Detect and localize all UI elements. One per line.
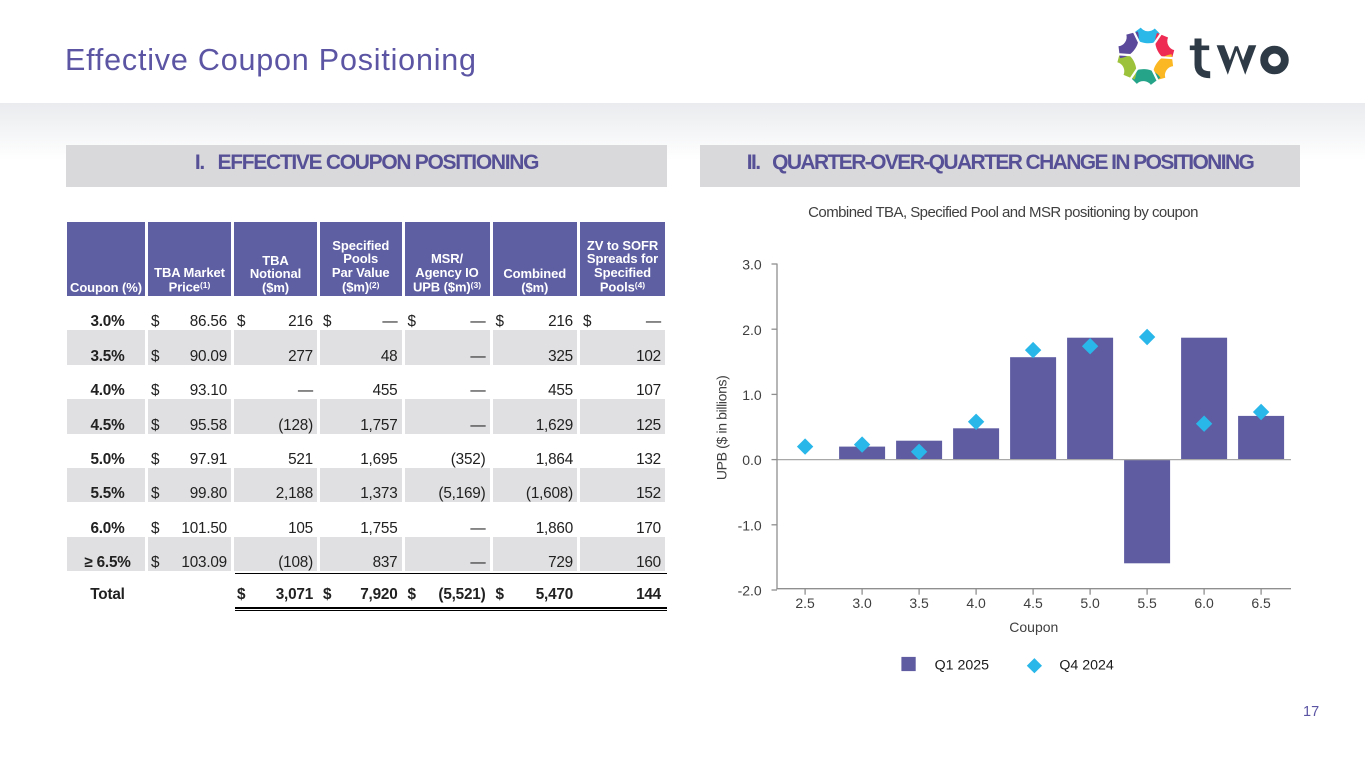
svg-text:4.5: 4.5 (1023, 595, 1043, 611)
svg-text:2.5: 2.5 (795, 595, 815, 611)
svg-text:5.5: 5.5 (1137, 595, 1157, 611)
svg-text:Coupon: Coupon (1009, 619, 1058, 635)
svg-text:Combined TBA, Specified Pool a: Combined TBA, Specified Pool and MSR pos… (808, 204, 1198, 221)
svg-text:6.0: 6.0 (1194, 595, 1214, 611)
svg-text:Q4 2024: Q4 2024 (1059, 657, 1114, 673)
svg-text:3.0: 3.0 (852, 595, 872, 611)
svg-text:3.5: 3.5 (909, 595, 929, 611)
svg-text:3.0: 3.0 (742, 257, 762, 273)
svg-text:-1.0: -1.0 (738, 517, 762, 533)
svg-text:5.0: 5.0 (1080, 595, 1100, 611)
svg-text:-2.0: -2.0 (738, 583, 762, 599)
svg-text:UPB ($ in billions): UPB ($ in billions) (714, 375, 730, 480)
svg-text:1.0: 1.0 (742, 387, 762, 403)
svg-text:6.5: 6.5 (1251, 595, 1271, 611)
svg-text:Q1 2025: Q1 2025 (935, 657, 990, 673)
svg-text:0.0: 0.0 (742, 452, 762, 468)
svg-text:4.0: 4.0 (966, 595, 986, 611)
svg-text:2.0: 2.0 (742, 322, 762, 338)
